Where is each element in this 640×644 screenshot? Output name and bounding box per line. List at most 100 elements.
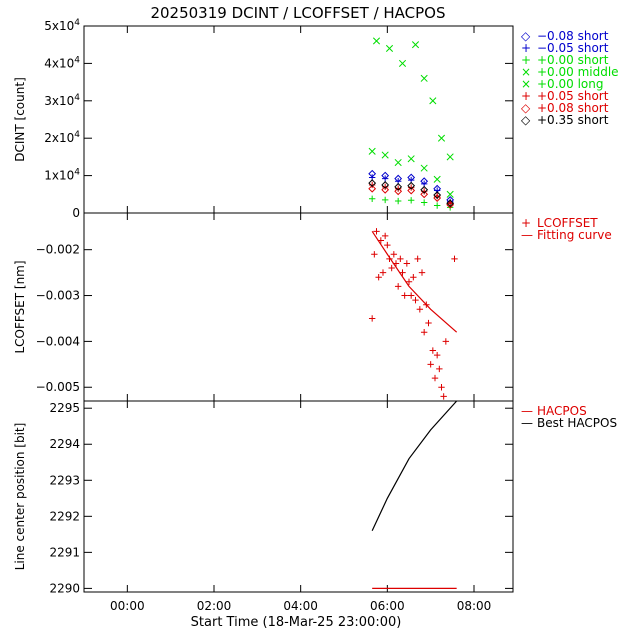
legend-symbol: × (521, 65, 531, 79)
best-hacpos-line (371, 400, 458, 531)
data-point (433, 191, 442, 199)
data-point (384, 241, 391, 249)
legend-label: +0.35 short (537, 113, 609, 127)
data-point (420, 190, 429, 199)
data-point (438, 384, 445, 391)
y-tick-label: −0.005 (36, 380, 80, 394)
data-point (446, 153, 454, 161)
y-axis-label: Line center position [bit] (13, 423, 27, 571)
y-tick-label: −0.003 (36, 289, 80, 303)
data-point (381, 196, 389, 204)
data-point (388, 264, 395, 272)
data-point (427, 361, 434, 368)
x-axis-label: Start Time (18-Mar-25 23:00:00) (191, 615, 402, 630)
data-point (433, 194, 442, 202)
fitting-curve (371, 231, 458, 333)
data-point (372, 37, 381, 45)
y-tick-label: −0.002 (36, 243, 80, 257)
legend-label: −0.08 short (537, 29, 609, 43)
legend-symbol: ◇ (521, 113, 531, 127)
data-point (420, 74, 428, 82)
legend-label: Best HACPOS (537, 416, 617, 430)
legend-label: +0.08 short (537, 101, 609, 115)
data-point (403, 260, 411, 267)
data-point (433, 187, 441, 194)
data-point (368, 147, 376, 155)
data-point (375, 273, 382, 281)
legend-label: +0.05 short (537, 89, 609, 103)
data-point (407, 186, 416, 195)
legend-symbol: + (521, 53, 531, 67)
legend-symbol: × (521, 77, 531, 91)
y-tick-label: 1x104 (44, 168, 80, 183)
chart-title: 20250319 DCINT / LCOFFSET / HACPOS (150, 4, 445, 22)
data-point (442, 338, 450, 345)
legend-label: +0.00 long (537, 77, 604, 91)
data-point (394, 182, 403, 191)
data-point (425, 319, 432, 327)
data-point (451, 255, 458, 263)
data-point (431, 374, 439, 382)
y-tick-label: 2290 (49, 581, 80, 595)
data-point (381, 232, 389, 240)
legend-label: Fitting curve (537, 228, 612, 242)
data-point (433, 202, 441, 209)
data-point (407, 181, 416, 190)
legend-symbol: + (521, 89, 531, 103)
data-point (420, 329, 428, 336)
data-point (446, 199, 455, 208)
data-point (420, 199, 428, 206)
data-point (394, 283, 402, 290)
panel-dcint: 0 1x104 2x104 3x104 4x104 5x104 DCINT [count] ◇… (13, 18, 619, 220)
x-tick-label: 08:00 (457, 599, 492, 613)
y-tick-label: 0 (72, 206, 80, 220)
legend-symbol: + (521, 41, 531, 55)
y-tick-label: 2292 (49, 509, 80, 523)
data-point (433, 351, 441, 359)
data-point (412, 296, 419, 304)
legend-label: −0.05 short (537, 41, 609, 55)
data-point (437, 134, 446, 142)
y-tick-label: 2x104 (44, 130, 80, 145)
y-tick-label: −0.004 (36, 334, 80, 348)
legend-symbol: ◇ (521, 29, 531, 43)
data-point (394, 187, 403, 196)
data-point (429, 347, 437, 354)
y-axis-label: LCOFFSET [nm] (13, 260, 27, 353)
data-point (371, 251, 378, 258)
legend-label: +0.00 middle (537, 65, 619, 79)
y-tick-label: 2294 (49, 437, 80, 451)
x-tick-label: 02:00 (197, 599, 232, 613)
data-point (420, 164, 428, 172)
y-tick-label: 4x104 (44, 55, 80, 70)
panel-lcoffset: −0.002 −0.003 −0.004 −0.005 LCOFFSET [nm] + LC… (13, 212, 612, 402)
data-point (407, 292, 415, 299)
plot-frame (83, 25, 514, 214)
y-tick-label: 2295 (49, 401, 80, 415)
data-point (381, 175, 389, 182)
data-point (394, 158, 402, 167)
data-point (394, 197, 402, 205)
y-axis-label: DCINT [count] (13, 77, 27, 162)
legend-symbol: — (521, 228, 533, 242)
data-point (379, 269, 387, 276)
data-point (418, 269, 426, 276)
y-tick-label: 3x104 (44, 93, 80, 108)
data-point (433, 175, 441, 183)
legend-symbol: ◇ (521, 101, 531, 115)
legend-label: LCOFFSET (537, 216, 598, 230)
x-tick-label: 06:00 (370, 599, 405, 613)
data-point (398, 59, 407, 67)
y-tick-label: 2291 (49, 545, 80, 559)
data-point (381, 185, 390, 194)
data-point (381, 181, 390, 189)
x-tick-label: 04:00 (283, 599, 318, 613)
data-point (446, 190, 454, 198)
data-point (416, 306, 424, 313)
legend-symbol: + (521, 216, 531, 230)
data-point (436, 365, 443, 373)
data-point (397, 255, 404, 263)
data-point (411, 41, 420, 49)
data-point (405, 278, 413, 285)
